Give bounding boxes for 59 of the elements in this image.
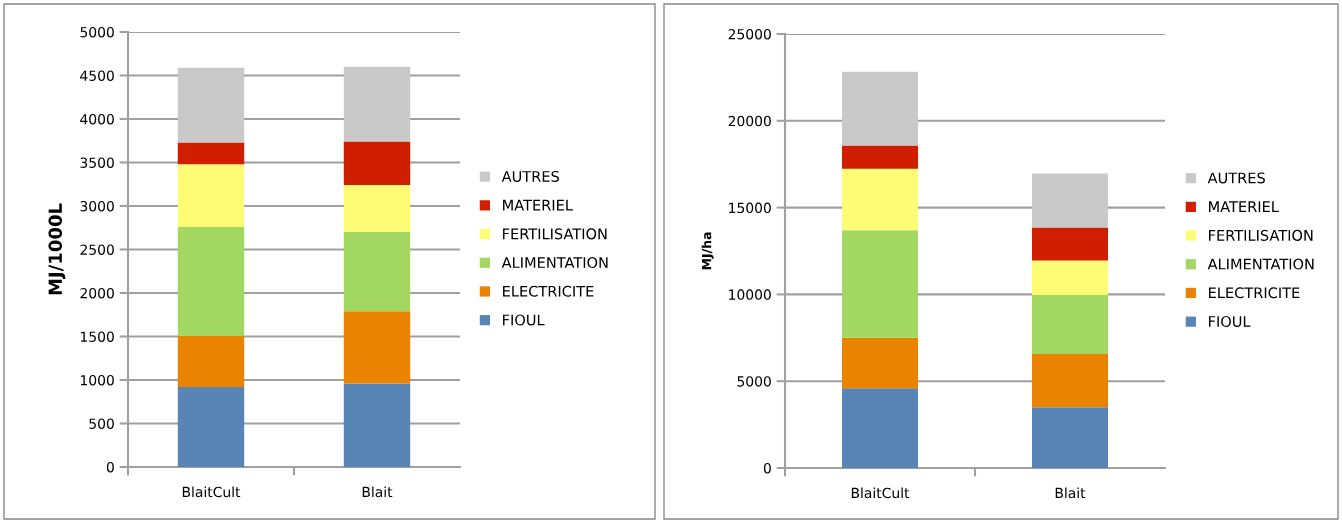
x-tick-label: Blait [1055, 487, 1086, 499]
legend-label: FERTILISATION [503, 228, 607, 240]
legend-label: ELECTRICITE [503, 285, 594, 297]
bar [842, 71, 918, 146]
y-axis-title: MJ/ha [701, 232, 714, 270]
legend-label: FIOUL [1209, 315, 1251, 327]
legend-label: ALIMENTATION [501, 257, 608, 269]
bar [1032, 227, 1108, 261]
y-axis-title: MJ/1000L [48, 203, 66, 295]
bar [343, 232, 411, 312]
legend-label: FERTILISATION [1209, 229, 1313, 241]
bar [177, 226, 245, 336]
y-tick-label: 4500 [80, 70, 114, 81]
bar [177, 67, 245, 143]
y-tick-label: 25000 [728, 28, 771, 40]
legend-label: MATERIEL [1209, 201, 1279, 212]
legend-label: FIOUL [503, 314, 545, 326]
y-tick-label: 1500 [80, 331, 114, 342]
bar [177, 142, 245, 165]
legend-label: ALIMENTATION [1207, 258, 1314, 270]
y-tick-label: 5000 [80, 26, 114, 38]
bar [1032, 407, 1108, 468]
bar [177, 335, 245, 387]
bar [343, 66, 411, 142]
y-tick-label: 0 [763, 462, 771, 474]
bar [1032, 353, 1108, 408]
y-tick-label: 0 [106, 461, 114, 473]
bar [842, 388, 918, 468]
y-tick-label: 3500 [80, 157, 114, 168]
bar [343, 311, 411, 384]
bar [1032, 260, 1108, 295]
y-tick-label: 4000 [80, 113, 114, 125]
bar [842, 168, 918, 231]
y-tick-label: 20000 [728, 115, 771, 127]
bar [1032, 294, 1108, 354]
bar [842, 337, 918, 389]
y-tick-label: 5000 [737, 376, 771, 387]
x-tick-label: BlaitCult [182, 486, 241, 498]
x-tick-label: BlaitCult [851, 487, 910, 499]
y-tick-label: 2500 [80, 244, 114, 255]
bar [343, 383, 411, 467]
y-tick-label: 1000 [80, 374, 114, 386]
bar [842, 230, 918, 338]
y-tick-label: 10000 [729, 289, 771, 300]
legend-label: AUTRES [1207, 172, 1265, 184]
bar [1032, 173, 1108, 228]
legend-label: AUTRES [501, 170, 559, 182]
legend-label: MATERIEL [503, 199, 573, 211]
x-tick-label: Blait [362, 486, 393, 498]
legend-label: ELECTRICITE [1209, 287, 1300, 299]
y-tick-label: 2000 [80, 287, 114, 299]
y-tick-label: 15000 [729, 202, 771, 214]
bar [177, 386, 245, 467]
y-tick-label: 3000 [80, 200, 114, 212]
bar [842, 145, 918, 169]
y-tick-label: 500 [89, 418, 114, 429]
bar [177, 164, 245, 227]
bar [343, 141, 411, 186]
bar [343, 185, 411, 233]
